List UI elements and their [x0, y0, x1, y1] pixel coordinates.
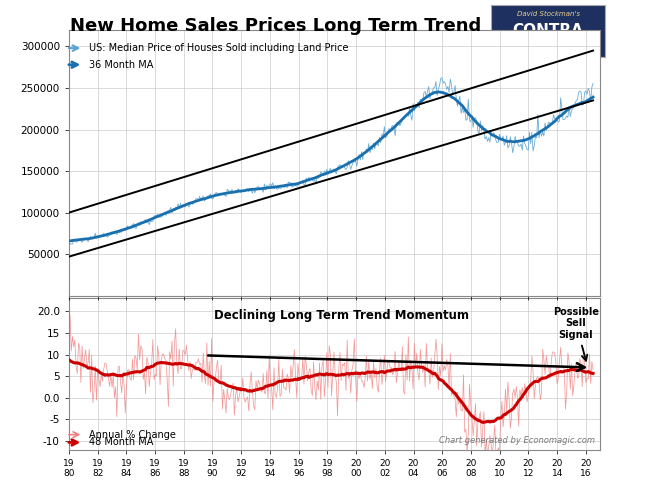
Text: David Stockman's: David Stockman's: [516, 11, 580, 17]
Text: New Home Sales Prices Long Term Trend: New Home Sales Prices Long Term Trend: [70, 17, 481, 35]
Text: Annual % Change: Annual % Change: [89, 429, 176, 440]
Text: US: Median Price of Houses Sold including Land Price: US: Median Price of Houses Sold includin…: [89, 43, 348, 53]
Text: Possible
Sell
Signal: Possible Sell Signal: [553, 307, 599, 361]
Text: CONTRA: CONTRA: [512, 22, 584, 37]
Text: 48 Month MA: 48 Month MA: [89, 437, 154, 447]
Text: CORNER: CORNER: [513, 39, 583, 54]
Text: Declining Long Term Trend Momentum: Declining Long Term Trend Momentum: [215, 309, 469, 322]
Text: 36 Month MA: 36 Month MA: [89, 60, 154, 70]
Text: Chart generated by Economagic.com: Chart generated by Economagic.com: [439, 436, 595, 445]
